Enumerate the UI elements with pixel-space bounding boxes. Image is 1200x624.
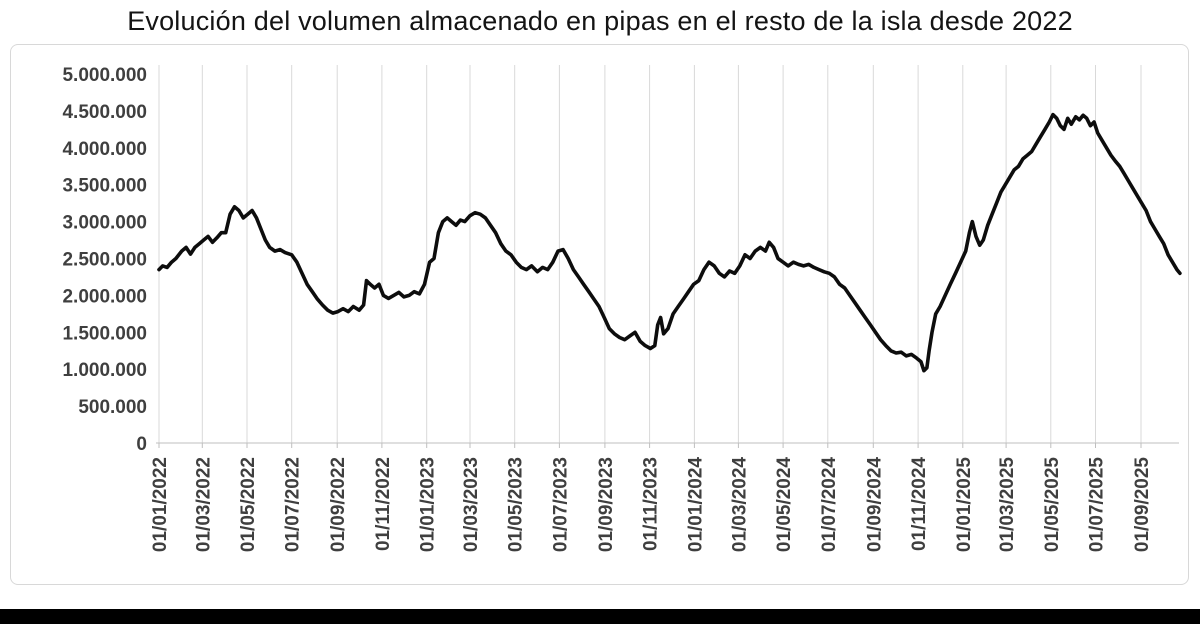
x-tick-label: 01/09/2024 <box>864 457 885 553</box>
x-tick-label: 01/01/2022 <box>150 457 171 552</box>
bottom-black-bar <box>0 609 1200 624</box>
y-tick-label: 1.500.000 <box>62 323 147 344</box>
x-tick-label: 01/01/2023 <box>418 457 439 552</box>
x-tick-label: 01/11/2022 <box>373 457 394 551</box>
y-tick-label: 1.000.000 <box>62 360 147 381</box>
y-tick-label: 4.500.000 <box>62 102 147 123</box>
x-tick-label: 01/07/2022 <box>283 457 304 552</box>
x-tick-label: 01/01/2025 <box>954 457 975 553</box>
x-axis-labels: 01/01/2022 01/03/2022 01/05/2022 01/07/2022… <box>150 457 1153 553</box>
x-tick-label: 01/03/2024 <box>729 457 750 553</box>
y-tick-label: 5.000.000 <box>62 65 147 86</box>
x-tick-label: 01/09/2022 <box>328 457 349 552</box>
x-tick-label: 01/05/2025 <box>1042 457 1063 553</box>
y-tick-label: 4.000.000 <box>62 139 147 160</box>
x-tick-label: 01/07/2025 <box>1087 457 1108 553</box>
line-chart-svg: 0 500.000 1.000.000 1.500.000 2.000.000 2.500… <box>62 65 1182 553</box>
x-tick-label: 01/11/2024 <box>909 457 930 551</box>
y-tick-label: 3.500.000 <box>62 176 147 197</box>
series-line <box>157 112 1182 373</box>
x-tick-label: 01/03/2025 <box>997 457 1018 553</box>
chart-panel: 0 500.000 1.000.000 1.500.000 2.000.000 2.500… <box>10 44 1189 585</box>
y-tick-label: 500.000 <box>78 397 147 418</box>
x-tick-label: 01/01/2024 <box>685 457 706 553</box>
chart-title: Evolución del volumen almacenado en pipa… <box>127 6 1073 36</box>
x-tick-label: 01/07/2024 <box>819 457 840 553</box>
x-tick-label: 01/11/2023 <box>641 457 662 551</box>
gridlines <box>158 65 1142 443</box>
x-tick-label: 01/03/2022 <box>193 457 214 552</box>
x-tick-label: 01/09/2025 <box>1132 457 1153 553</box>
y-axis-labels: 0 500.000 1.000.000 1.500.000 2.000.000 2.500… <box>62 65 147 455</box>
y-tick-label: 3.000.000 <box>62 213 147 234</box>
y-tick-label: 2.000.000 <box>62 286 147 307</box>
x-tick-label: 01/09/2023 <box>596 457 617 552</box>
y-tick-label: 2.500.000 <box>62 250 147 271</box>
x-tick-label: 01/03/2023 <box>461 457 482 552</box>
x-tick-label: 01/07/2023 <box>550 457 571 552</box>
y-tick-label: 0 <box>136 434 147 455</box>
x-tick-label: 01/05/2023 <box>506 457 527 552</box>
x-tick-label: 01/05/2024 <box>774 457 795 553</box>
x-tick-label: 01/05/2022 <box>238 457 259 552</box>
x-axis <box>156 442 1179 448</box>
